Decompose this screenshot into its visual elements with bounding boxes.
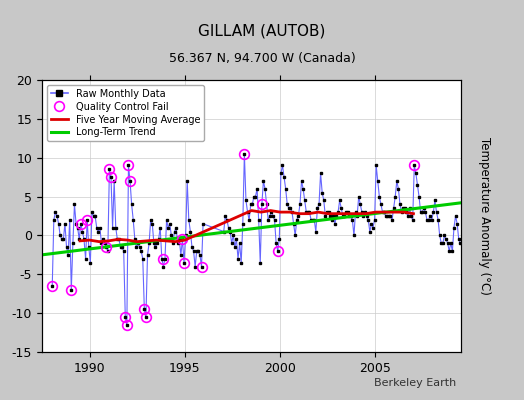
Text: Berkeley Earth: Berkeley Earth	[374, 378, 456, 388]
Legend: Raw Monthly Data, Quality Control Fail, Five Year Moving Average, Long-Term Tren: Raw Monthly Data, Quality Control Fail, …	[47, 85, 204, 141]
Y-axis label: Temperature Anomaly (°C): Temperature Anomaly (°C)	[478, 137, 491, 295]
Text: 56.367 N, 94.700 W (Canada): 56.367 N, 94.700 W (Canada)	[169, 52, 355, 65]
Text: GILLAM (AUTOB): GILLAM (AUTOB)	[198, 24, 326, 39]
